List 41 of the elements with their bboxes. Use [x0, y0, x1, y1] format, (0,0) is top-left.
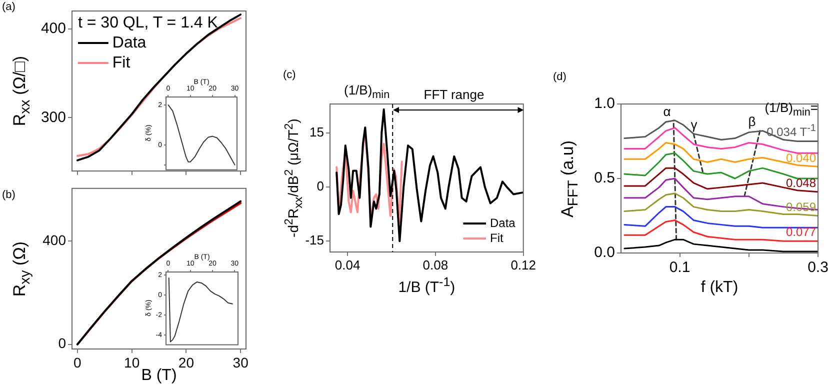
series-label: 0.034 T$^{-1}$ — [766, 123, 816, 140]
ref-line-label: (1/B)$_{min}$ — [344, 82, 390, 102]
annotation: β — [748, 114, 756, 129]
x-tick-label: 0.04 — [334, 257, 360, 272]
text: (b) — [2, 189, 16, 201]
y-tick-label: 400 — [42, 232, 66, 248]
legend-label: Data — [490, 216, 516, 230]
series-label: 0.040 — [786, 150, 816, 165]
y-tick-label: 0.5 — [594, 170, 615, 187]
x-tick-label: 20 — [178, 354, 194, 370]
y-tick-label: 15 — [310, 124, 324, 140]
x-tick-label: 10 — [124, 354, 140, 370]
annotation: α — [663, 104, 671, 119]
legend-title: t = 30 QL, T = 1.4 K — [78, 14, 218, 32]
x-axis-title: 1/B (T$^{-1}$) — [398, 275, 456, 296]
annotation: γ — [690, 117, 698, 132]
y-tick-label: 0.0 — [594, 244, 615, 262]
y-tick-label: -15 — [305, 232, 324, 248]
y-tick-label: 0 — [58, 335, 66, 352]
text: FFT range — [424, 87, 484, 102]
legend-label: Fit — [112, 54, 131, 72]
y-tick-label: 300 — [40, 108, 66, 126]
annotation: (1/B)$_{min}$= — [764, 100, 818, 119]
x-axis-title: B (T) — [141, 367, 177, 384]
y-tick-label: 1.0 — [594, 95, 615, 112]
series-label: 0.048 — [786, 176, 816, 190]
y-tick-label: 400 — [40, 20, 66, 37]
x-tick-label: 0.12 — [510, 257, 536, 272]
x-tick-label: 30 — [232, 354, 249, 370]
x-tick-label: 0 — [74, 354, 82, 370]
text: (c) — [283, 69, 296, 81]
text: (a) — [2, 1, 16, 13]
legend-label: Data — [112, 34, 146, 52]
legend-label: Fit — [490, 230, 504, 245]
x-tick-label: 0.3 — [808, 259, 828, 276]
y-tick-label: 0 — [316, 178, 324, 194]
series-label: 0.077 — [786, 225, 816, 240]
x-tick-label: 0.1 — [669, 259, 690, 276]
x-tick-label: 0.08 — [422, 257, 448, 272]
text: (d) — [553, 71, 566, 83]
x-axis-title: f (kT) — [700, 279, 738, 296]
